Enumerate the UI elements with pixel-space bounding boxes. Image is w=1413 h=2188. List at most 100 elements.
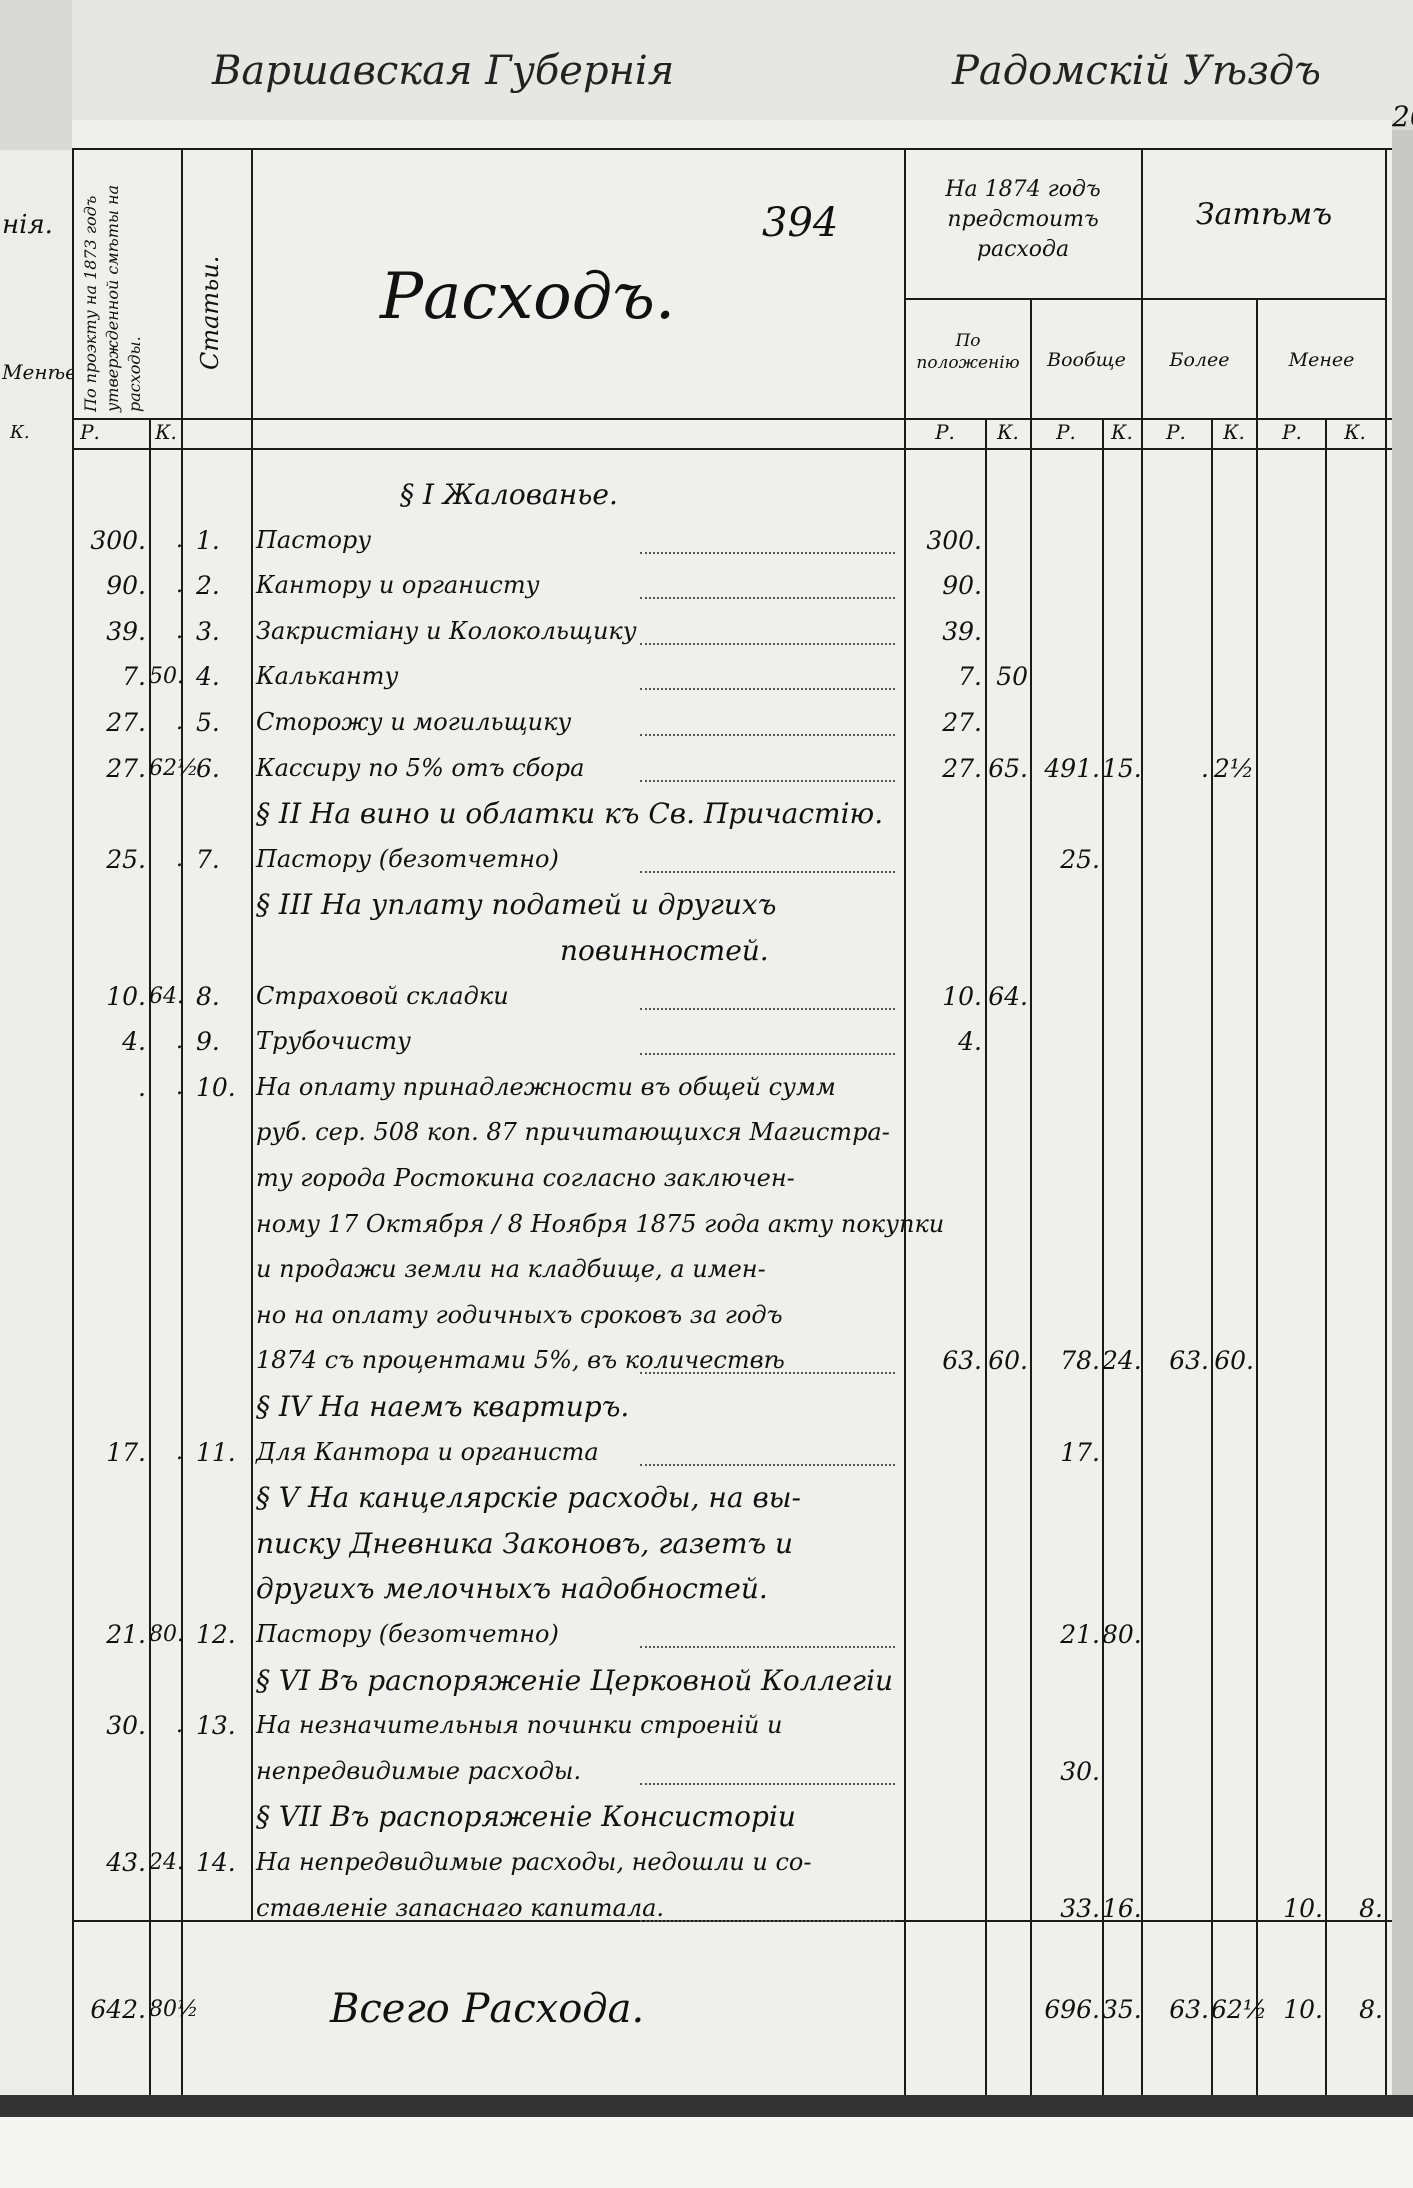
amount-vs-k: 80. [1102,1620,1142,1649]
rule-v [985,418,987,2095]
amount-prev-k: 80. [149,1622,184,1647]
amount-prev-k: 50. [149,664,184,690]
header-less: Менее [1288,349,1355,371]
page-number: 394 [762,200,839,246]
item-description: руб. сер. 508 коп. 87 причитающихся Маги… [256,1118,890,1147]
amount-prev-k: . [176,710,183,735]
amount-vs-r: 25. [1060,844,1100,874]
article-number: 8. [196,981,220,1011]
amount-prev-k: 24. [149,1850,184,1875]
leader-dots [640,597,895,600]
item-description: На незначительныя починки строеній и [256,1711,783,1740]
item-description: Страховой складки [256,981,509,1010]
amount-pp-r: 27. [942,753,982,783]
item-description: ту города Ростокина согласно заключен- [256,1164,795,1192]
left-fragment-text: Менѣе. [2,360,84,384]
rule-v [1385,148,1387,2095]
amount-prev-r: 4. [122,1027,146,1057]
header-then-group: Затѣмъ [1195,197,1333,232]
item-description: Пастору [256,525,372,554]
unit-label-kop: К. [1344,420,1366,444]
page-title: Расходъ. [380,260,676,334]
rule-v [251,148,253,1920]
amount-vs-k: 24. [1102,1346,1142,1376]
amount-pp-r: 300. [926,525,982,555]
left-fragment-text: К. [10,422,30,443]
amount-prev-k: . [176,618,183,644]
ledger-line: Кантору и органисту 2. 90.. 90. [0,563,1413,608]
ledger-line: Кассиру по 5% отъ сбора 6. 27. 62½ 27. 65. 491… [0,746,1413,791]
section-heading-line: писку Дневника Законовъ, газетъ и [0,1521,1413,1566]
amount-prev-k: 62½ [149,755,199,781]
ledger-line: ставленіе запаснаго капитала. 33. 16. 10. 8. [0,1886,1413,1931]
section-heading: § II На вино и облатки къ Св. Причастію. [256,797,884,831]
amount-pp-r: 27. [942,708,982,737]
item-description: На непредвидимые расходы, недошли и со- [256,1848,812,1876]
ledger-line: Трубочисту 9. 4.. 4. [0,1019,1413,1064]
section-heading-line: § II На вино и облатки къ Св. Причастію. [0,791,1413,836]
header-more: Более [1169,349,1230,371]
amount-prev-r: 27. [106,753,146,783]
header-planned-group: На 1874 годъ предстоитъ расхода [945,177,1101,262]
amount-pp-k: 64. [988,981,1028,1011]
top-header-left: Варшавская Губернія [212,48,675,94]
item-description: ставленіе запаснаго капитала. [256,1893,665,1922]
unit-label-rub: Р. [935,420,955,444]
amount-prev-r: 39. [106,616,146,646]
ledger-line: Калькантy 4. 7. 50. 7. 50 [0,654,1413,699]
amount-pp-k: 50 [996,662,1028,692]
amount-vs-r: 17. [1060,1437,1100,1467]
total-label: Всего Расхода. [330,1986,645,2032]
section-heading-line: § III На уплату податей и другихъ [0,882,1413,927]
amount-prev-r: 10. [106,981,146,1011]
section-heading: другихъ мелочныхъ надобностей. [256,1572,768,1606]
amount-more-r: . [1201,753,1209,783]
item-description: 1874 съ процентами 5%, въ количествѣ [256,1346,785,1375]
amount-vs-r: 21. [1060,1620,1100,1649]
amount-prev-k: . [176,1074,183,1100]
unit-label-rub: Р. [1166,420,1186,444]
amount-more-k: 2½ [1213,753,1254,783]
item-description: Трубочисту [256,1027,411,1056]
ledger-line: и продажи земли на кладбище, а имен- [0,1247,1413,1292]
amount-prev-k: . [176,1029,183,1055]
total-vs-kop: 35. [1102,1995,1142,2024]
ledger-line: На незначительныя починки строеній и 13. 3… [0,1703,1413,1748]
header-total: Вообще [1047,349,1126,371]
ledger-line: Для Кантора и органиста 11. 17.. 17. [0,1430,1413,1475]
total-row: 642. 80½ Всего Расхода. 696. 35. 63. 62½… [0,1987,1413,2032]
unit-label-rub: Р. [80,420,100,444]
rule-v [1141,148,1143,2095]
amount-prev-r: 17. [106,1437,146,1467]
item-description: и продажи земли на кладбище, а имен- [256,1255,766,1284]
amount-vs-r: 491. [1044,753,1100,783]
header-prev-budget: По проэкту на 1873 годъ утвержденной смѣ… [81,184,144,412]
ledger-line: Страховой складки 8. 10. 64. 10. 64. [0,974,1413,1019]
article-number: 6. [196,753,220,783]
leader-dots [640,1053,895,1056]
section-heading-line: повинностей. [0,928,1413,973]
article-number: 5. [196,708,220,737]
item-description: Закристіану и Колокольщику [256,616,637,645]
total-prev-rub: 642. [90,1995,146,2024]
section-heading: § V На канцелярскіе расходы, на вы- [256,1481,802,1515]
amount-prev-r: 27. [106,708,146,737]
rule-v [72,148,74,2095]
leader-dots [640,688,895,691]
header-article: Статьи. [196,255,224,370]
ledger-line: руб. сер. 508 коп. 87 причитающихся Маги… [0,1110,1413,1155]
rule-v [904,148,906,2095]
ledger-line: ту города Ростокина согласно заключен- [0,1156,1413,1201]
amount-less-r: 10. [1283,1893,1323,1923]
rule-v [1325,418,1327,2095]
article-number: 2. [196,571,220,601]
previous-sheet-edge: Варшавская Губернія Радомскій Уѣздъ [72,0,1413,120]
amount-pp-k: 60. [988,1346,1028,1376]
bottom-shadow [0,2095,1413,2117]
total-less-rub: 10. [1283,1995,1323,2024]
bottom-paper [0,2117,1413,2188]
rule-v [181,148,183,2095]
article-number: 11. [196,1437,236,1467]
amount-pp-r: 7. [958,662,982,692]
amount-more-k: 60. [1214,1346,1254,1376]
